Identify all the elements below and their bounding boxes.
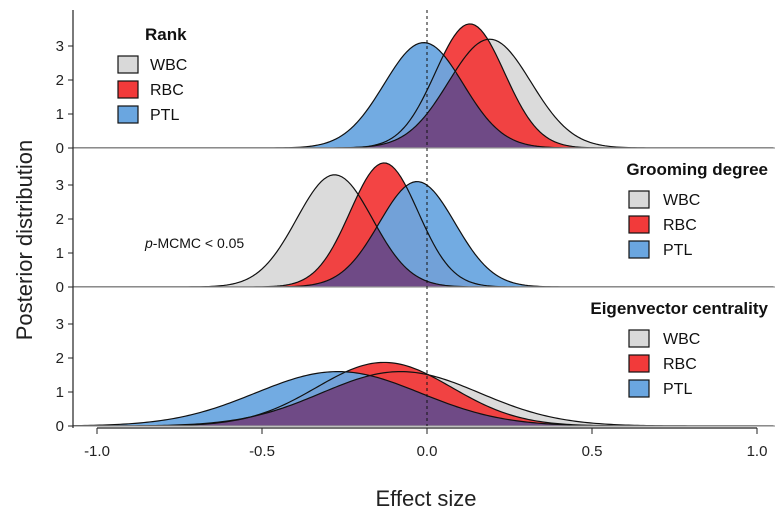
legend-label-rbc: RBC [663,356,697,373]
y-tick-label: 0 [56,418,64,435]
y-tick-label: 1 [56,384,64,401]
legend-swatch-rbc [117,80,139,99]
y-tick-label: 2 [56,72,64,89]
y-tick-label: 3 [56,177,64,194]
y-tick-label: 2 [56,350,64,367]
y-axis-title: Posterior distribution [12,140,37,341]
density-area-ptl [73,42,774,148]
legend-swatch-ptl [628,240,650,259]
panel-3: 0 1 2 3 Eigenvector centrality WBC RBC PTL [56,299,775,435]
panel-2: 0 1 2 3 Grooming degree WBC RBC PTL p-MCMC < 0.0… [56,160,775,296]
legend-swatch-ptl [117,105,139,124]
y-tick-label: 1 [56,106,64,123]
y-tick-label: 0 [56,279,64,296]
legend-swatch-rbc [628,215,650,234]
density-overlap-area [73,375,774,426]
y-tick-label: 2 [56,211,64,228]
legend-label-rbc: RBC [663,217,697,234]
x-tick-label: 0.0 [417,443,438,460]
legend-swatch-ptl [628,379,650,398]
annotation-italic-part: p [144,235,153,251]
y-tick-label: 3 [56,316,64,333]
legend-label-wbc: WBC [663,192,700,209]
x-tick-label: -1.0 [84,443,110,460]
panel-title: Grooming degree [626,160,768,179]
panel-1: 0 1 2 3 Rank WBC RBC PTL [56,23,775,157]
panels-layer: 0 1 2 3 Rank WBC RBC PTL 0 1 2 3 Grooming degree WBC R… [56,23,775,435]
legend-label-ptl: PTL [150,107,179,124]
density-outline-rbc [73,23,774,148]
legend-swatch-wbc [117,55,139,74]
y-tick-label: 3 [56,38,64,55]
panel-title: Eigenvector centrality [590,299,768,318]
x-tick-label: -0.5 [249,443,275,460]
density-outline-rbc [73,162,774,287]
legend-swatch-rbc [628,354,650,373]
legend-label-rbc: RBC [150,82,184,99]
density-outline-ptl [73,42,774,148]
axes-frame: -1.0 -0.5 0.0 0.5 1.0 [72,10,768,460]
legend-label-wbc: WBC [663,331,700,348]
legend-label-ptl: PTL [663,381,692,398]
legend-label-ptl: PTL [663,242,692,259]
legend-label-wbc: WBC [150,57,187,74]
x-tick-label: 0.5 [582,443,603,460]
y-tick-label: 1 [56,245,64,262]
significance-annotation: p-MCMC < 0.05 [144,235,244,251]
density-overlap-area [73,72,774,148]
legend-swatch-wbc [628,329,650,348]
y-tick-label: 0 [56,140,64,157]
panel-title: Rank [145,25,187,44]
density-area-ptl [73,181,774,287]
x-tick-label: 1.0 [747,443,768,460]
legend-swatch-wbc [628,190,650,209]
density-outline-ptl [73,181,774,287]
annotation-text-part: -MCMC < 0.05 [153,235,245,251]
x-axis-title: Effect size [375,486,476,511]
